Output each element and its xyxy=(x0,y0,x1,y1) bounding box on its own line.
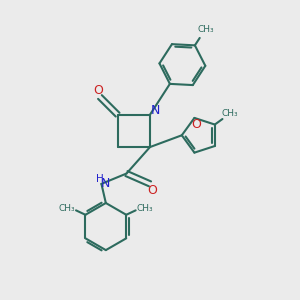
Text: CH₃: CH₃ xyxy=(197,25,214,34)
Text: CH₃: CH₃ xyxy=(137,204,153,213)
Text: N: N xyxy=(100,177,110,190)
Text: CH₃: CH₃ xyxy=(58,204,75,213)
Text: H: H xyxy=(96,174,104,184)
Text: O: O xyxy=(191,118,201,131)
Text: N: N xyxy=(151,104,160,117)
Text: O: O xyxy=(147,184,157,197)
Text: O: O xyxy=(94,84,103,97)
Text: CH₃: CH₃ xyxy=(222,109,238,118)
